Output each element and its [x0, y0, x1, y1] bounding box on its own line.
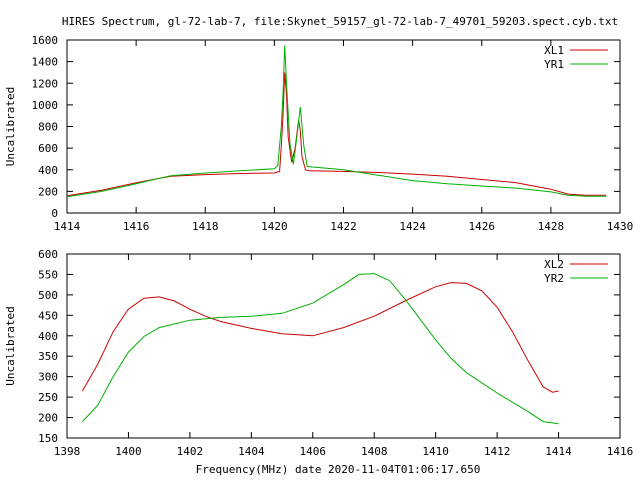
plot-frame	[66, 253, 621, 439]
y-tick-label: 0	[51, 207, 58, 220]
x-tick-label: 1430	[607, 220, 634, 233]
y-tick-label: 550	[38, 268, 58, 281]
y-tick-label: 1400	[32, 56, 59, 69]
figure-title: HIRES Spectrum, gl-72-lab-7, file:Skynet…	[62, 15, 618, 28]
legend-label: YR1	[544, 58, 564, 71]
y-tick-label: 800	[38, 121, 58, 134]
y-tick-label: 350	[38, 350, 58, 363]
series-line-yr2	[82, 273, 559, 425]
x-tick-label: 1422	[330, 220, 357, 233]
series-line-xl1	[66, 72, 607, 197]
x-tick-label: 1426	[469, 220, 496, 233]
x-tick-label: 1416	[607, 445, 634, 458]
y-tick-label: 150	[38, 432, 58, 445]
x-tick-label: 1414	[545, 445, 572, 458]
y-tick-label: 1600	[32, 34, 59, 47]
y-tick-label: 300	[38, 371, 58, 384]
x-tick-label: 1400	[115, 445, 142, 458]
x-tick-label: 1420	[261, 220, 288, 233]
x-axis-label: Frequency(MHz) date 2020-11-04T01:06:17.…	[196, 463, 481, 476]
y-tick-label: 1200	[32, 77, 59, 90]
bottom-spectrum-chart: 1398 1400 1402 1404 1406 1408 1410 1412 1414 1416…	[4, 248, 633, 458]
x-tick-label: 1402	[177, 445, 204, 458]
x-tick-label: 1428	[538, 220, 565, 233]
y-axis-label: Uncalibrated	[4, 306, 17, 385]
y-tick-label: 200	[38, 185, 58, 198]
x-tick-label: 1410	[422, 445, 449, 458]
y-tick-label: 400	[38, 164, 58, 177]
x-tick-label: 1416	[123, 220, 150, 233]
legend-label: YR2	[544, 272, 564, 285]
y-tick-label: 1000	[32, 99, 59, 112]
x-tick-label: 1404	[238, 445, 265, 458]
y-tick-label: 250	[38, 391, 58, 404]
series-line-xl2	[81, 282, 559, 393]
x-tick-label: 1406	[300, 445, 327, 458]
y-axis-label: Uncalibrated	[4, 87, 17, 166]
y-tick-label: 400	[38, 330, 58, 343]
y-tick-label: 200	[38, 412, 58, 425]
legend-label: XL2	[544, 258, 564, 271]
y-tick-label: 600	[38, 142, 58, 155]
legend-label: XL1	[544, 44, 564, 57]
x-tick-label: 1414	[54, 220, 81, 233]
x-tick-label: 1418	[192, 220, 219, 233]
top-spectrum-chart: 1414 1416 1418 1420 1422 1424 1426 1428 1430 0 200…	[4, 34, 633, 233]
y-tick-label: 600	[38, 248, 58, 261]
x-tick-label: 1408	[361, 445, 388, 458]
series-line-yr1	[66, 45, 607, 198]
x-tick-label: 1398	[54, 445, 81, 458]
y-tick-label: 500	[38, 289, 58, 302]
x-tick-label: 1412	[484, 445, 511, 458]
x-tick-label: 1424	[399, 220, 426, 233]
y-tick-label: 450	[38, 309, 58, 322]
